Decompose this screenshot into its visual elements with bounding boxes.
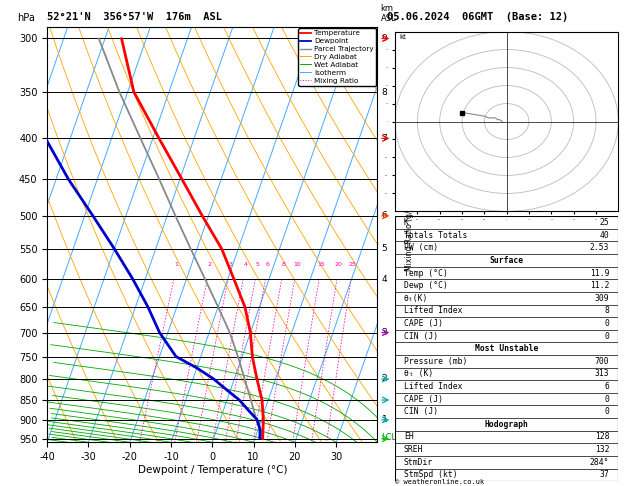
Text: 9: 9 (382, 34, 387, 43)
Text: 5: 5 (382, 244, 387, 253)
Text: 25: 25 (349, 262, 357, 267)
Legend: Temperature, Dewpoint, Parcel Trajectory, Dry Adiabat, Wet Adiabat, Isotherm, Mi: Temperature, Dewpoint, Parcel Trajectory… (298, 28, 376, 86)
Text: 8: 8 (282, 262, 286, 267)
Text: θₜ(K): θₜ(K) (404, 294, 428, 303)
Text: 0: 0 (604, 331, 610, 341)
Text: 52°21'N  356°57'W  176m  ASL: 52°21'N 356°57'W 176m ASL (47, 12, 222, 22)
Text: 20: 20 (335, 262, 343, 267)
Text: PW (cm): PW (cm) (404, 243, 438, 252)
Text: 3: 3 (228, 262, 232, 267)
Text: 4: 4 (243, 262, 247, 267)
Text: 3: 3 (382, 328, 387, 337)
Text: Most Unstable: Most Unstable (475, 344, 538, 353)
Text: 37: 37 (599, 470, 610, 479)
X-axis label: Dewpoint / Temperature (°C): Dewpoint / Temperature (°C) (138, 465, 287, 475)
Text: 0: 0 (604, 395, 610, 404)
Text: 8: 8 (604, 306, 610, 315)
Text: Pressure (mb): Pressure (mb) (404, 357, 467, 366)
Text: CIN (J): CIN (J) (404, 407, 438, 417)
Text: 11.2: 11.2 (590, 281, 610, 290)
Text: EH: EH (404, 433, 414, 441)
Text: Lifted Index: Lifted Index (404, 382, 462, 391)
Text: 25: 25 (599, 218, 610, 227)
Text: Lifted Index: Lifted Index (404, 306, 462, 315)
Text: CAPE (J): CAPE (J) (404, 319, 443, 328)
Text: 309: 309 (595, 294, 610, 303)
Text: CIN (J): CIN (J) (404, 331, 438, 341)
Text: 11.9: 11.9 (590, 269, 610, 278)
Text: 2: 2 (382, 375, 387, 383)
Text: 313: 313 (595, 369, 610, 379)
Text: km
ASL: km ASL (381, 4, 396, 22)
Text: Hodograph: Hodograph (485, 420, 528, 429)
Text: 1: 1 (382, 416, 387, 424)
Text: Totals Totals: Totals Totals (404, 231, 467, 240)
Text: Surface: Surface (489, 256, 524, 265)
Text: CAPE (J): CAPE (J) (404, 395, 443, 404)
Text: 05.06.2024  06GMT  (Base: 12): 05.06.2024 06GMT (Base: 12) (387, 12, 568, 22)
Text: 6: 6 (265, 262, 269, 267)
Text: 0: 0 (604, 407, 610, 417)
Text: © weatheronline.co.uk: © weatheronline.co.uk (395, 479, 484, 485)
Text: 8: 8 (382, 87, 387, 97)
Text: 128: 128 (595, 433, 610, 441)
Text: 132: 132 (595, 445, 610, 454)
Text: 700: 700 (595, 357, 610, 366)
Text: Temp (°C): Temp (°C) (404, 269, 448, 278)
Text: LCL: LCL (382, 434, 397, 442)
Text: 2.53: 2.53 (590, 243, 610, 252)
Text: StmDir: StmDir (404, 458, 433, 467)
Text: kt: kt (399, 34, 406, 40)
Text: 5: 5 (255, 262, 259, 267)
Text: 1: 1 (174, 262, 178, 267)
Text: 15: 15 (317, 262, 325, 267)
Text: 0: 0 (604, 319, 610, 328)
Text: SREH: SREH (404, 445, 423, 454)
Text: K: K (404, 218, 409, 227)
Text: 40: 40 (599, 231, 610, 240)
Text: StmSpd (kt): StmSpd (kt) (404, 470, 457, 479)
Text: hPa: hPa (18, 13, 35, 22)
Text: 6: 6 (604, 382, 610, 391)
Text: θₜ (K): θₜ (K) (404, 369, 433, 379)
Text: 6: 6 (382, 211, 387, 220)
Text: Dewp (°C): Dewp (°C) (404, 281, 448, 290)
Text: 7: 7 (382, 134, 387, 143)
Text: Mixing Ratio (g/kg): Mixing Ratio (g/kg) (406, 198, 415, 271)
Text: 10: 10 (293, 262, 301, 267)
Text: 4: 4 (382, 275, 387, 284)
Text: 284°: 284° (590, 458, 610, 467)
Text: 2: 2 (208, 262, 212, 267)
